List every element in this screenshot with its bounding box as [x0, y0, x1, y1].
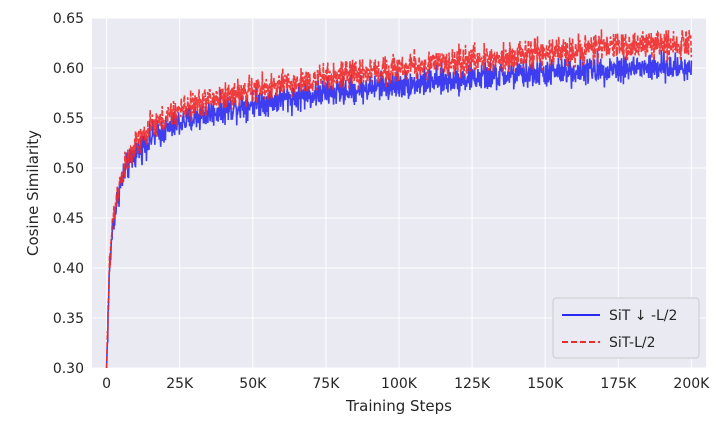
legend-label-sit-l2: SiT-L/2 [609, 335, 656, 351]
x-tick-label: 25K [166, 376, 194, 392]
y-tick-label: 0.55 [53, 111, 84, 127]
legend: SiT ↓ -L/2 SiT-L/2 [552, 297, 700, 359]
x-axis-ticks: 0 25K 50K 75K 100K 125K 150K 175K 200K [102, 376, 710, 392]
y-axis-ticks: 0.30 0.35 0.40 0.45 0.50 0.55 0.60 0.65 [53, 11, 84, 377]
y-tick-label: 0.60 [53, 61, 84, 77]
y-tick-label: 0.45 [53, 211, 84, 227]
y-axis-label: Cosine Similarity [24, 130, 42, 256]
x-tick-label: 175K [600, 376, 637, 392]
series-line-1 [105, 29, 693, 369]
y-tick-label: 0.30 [53, 361, 84, 377]
series-layer [105, 29, 693, 369]
y-tick-label: 0.50 [53, 161, 84, 177]
x-tick-label: 150K [527, 376, 564, 392]
x-tick-label: 75K [312, 376, 340, 392]
y-tick-label: 0.65 [53, 11, 84, 27]
x-tick-label: 100K [381, 376, 418, 392]
y-tick-label: 0.40 [53, 261, 84, 277]
x-tick-label: 0 [102, 376, 111, 392]
x-tick-label: 50K [239, 376, 267, 392]
legend-label-sit-downsampled: SiT ↓ -L/2 [609, 308, 677, 324]
x-tick-label: 125K [454, 376, 491, 392]
x-tick-label: 200K [673, 376, 710, 392]
x-axis-label: Training Steps [345, 397, 452, 415]
y-tick-label: 0.35 [53, 311, 84, 327]
